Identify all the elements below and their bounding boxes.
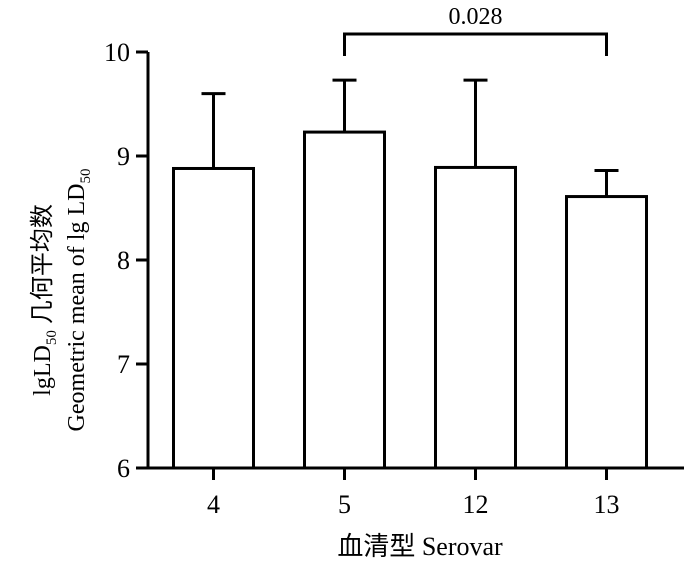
y-tick-label: 9 [117, 142, 130, 171]
y-tick-label: 8 [117, 246, 130, 275]
x-axis: 4 5 12 13 [148, 466, 684, 519]
x-axis-label: 血清型 Serovar [337, 532, 503, 561]
bar [172, 166, 255, 470]
y-axis: 6 7 8 9 10 [104, 38, 150, 483]
x-tick-label: 4 [207, 490, 220, 519]
bars [172, 130, 648, 470]
bar [434, 165, 517, 470]
y-tick-label: 7 [117, 350, 130, 379]
x-tick-label: 13 [594, 490, 620, 519]
y-axis-label: lgLD50 几何平均数 Geometric mean of lg LD50 [29, 169, 94, 432]
significance-line [343, 32, 608, 56]
error-bars [201, 78, 619, 197]
significance-label: 0.028 [449, 4, 503, 30]
x-tick-label: 5 [338, 490, 351, 519]
bar [303, 130, 386, 470]
y-axis-label-line2: Geometric mean of lg LD50 [64, 169, 94, 432]
y-tick-label: 6 [117, 454, 130, 483]
x-tick-label: 12 [463, 490, 489, 519]
y-tick-label: 10 [104, 38, 130, 67]
significance-bracket: 0.028 [343, 4, 608, 56]
y-axis-label-line1: lgLD50 几何平均数 [29, 204, 60, 396]
bar [565, 195, 648, 470]
